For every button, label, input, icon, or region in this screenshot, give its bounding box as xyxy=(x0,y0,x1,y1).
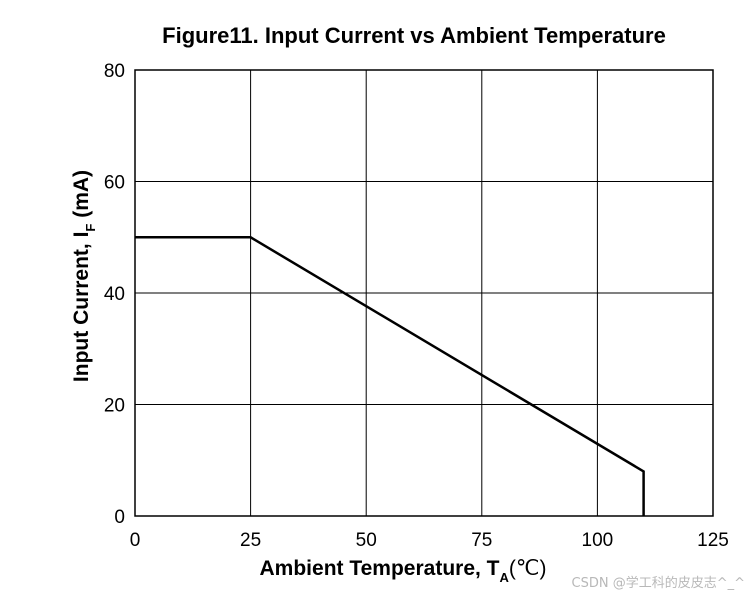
x-tick-label: 25 xyxy=(240,530,261,551)
watermark: CSDN @学工科的皮皮志^_^ xyxy=(572,575,745,591)
y-axis-label-unit: (mA) xyxy=(70,170,93,224)
x-tick-label: 100 xyxy=(582,530,614,551)
grid xyxy=(134,69,714,517)
y-tick-label: 40 xyxy=(104,284,125,305)
x-axis-label-subscript: A xyxy=(500,570,510,585)
series-line xyxy=(135,236,645,516)
y-tick-label: 0 xyxy=(114,507,125,528)
plot-frame xyxy=(134,69,714,517)
y-axis-label-subscript: F xyxy=(83,224,98,232)
x-axis-label: Ambient Temperature, TA(℃) xyxy=(260,557,547,585)
y-axis-label: Input Current, IF (mA) xyxy=(70,170,98,382)
y-axis-label-main: Input Current, I xyxy=(70,232,93,383)
x-tick-label: 0 xyxy=(130,530,141,551)
x-axis-label-unit: (℃) xyxy=(509,557,547,580)
x-tick-label: 75 xyxy=(471,530,492,551)
y-tick-label: 60 xyxy=(104,173,125,194)
y-tick-labels: 0 20 40 60 80 xyxy=(104,61,125,528)
x-axis-label-main: Ambient Temperature, T xyxy=(260,557,500,580)
y-tick-label: 20 xyxy=(104,396,125,417)
x-tick-label: 125 xyxy=(697,530,729,551)
x-tick-label: 50 xyxy=(356,530,377,551)
y-tick-label: 80 xyxy=(104,61,125,82)
x-tick-labels: 0 25 50 75 100 125 xyxy=(130,530,729,551)
chart-title: Figure11. Input Current vs Ambient Tempe… xyxy=(162,23,666,48)
